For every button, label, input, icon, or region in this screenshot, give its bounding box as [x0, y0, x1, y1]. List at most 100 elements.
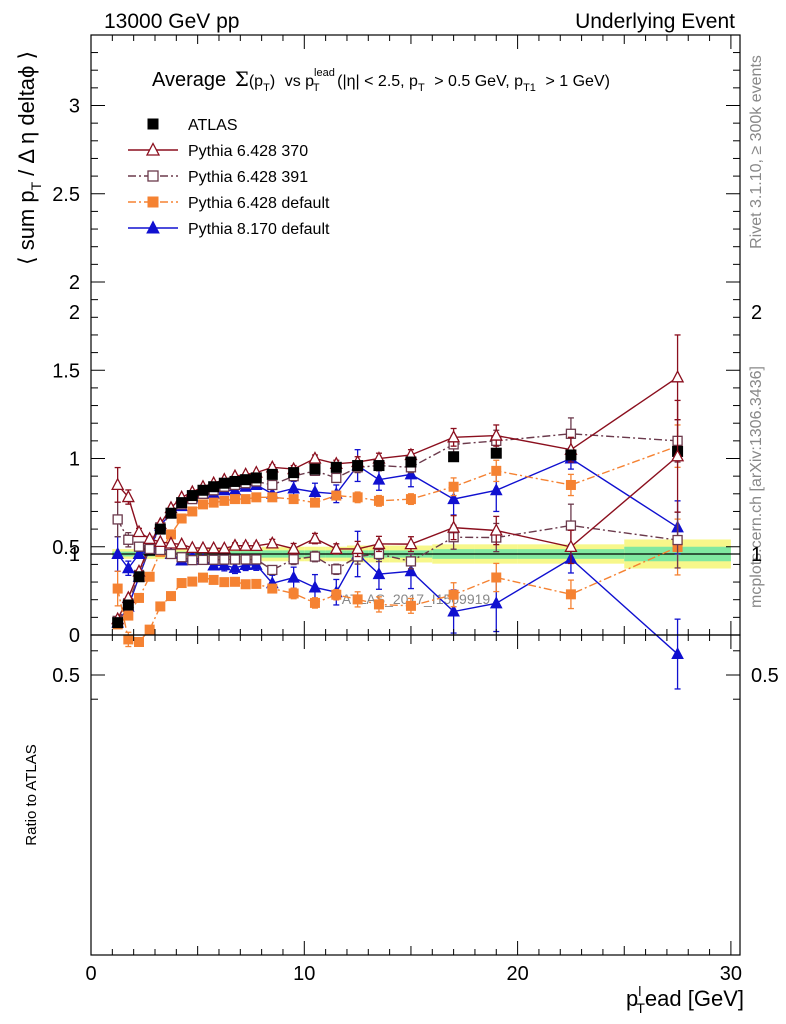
pythia-6-428-370-ratio-point	[447, 520, 461, 533]
pythia-6-428-391-point	[267, 479, 278, 491]
title-sigma-close: )	[270, 73, 275, 90]
title-cuts-b-sub: T1	[523, 82, 536, 94]
pythia-6-428-370-ratio-point	[111, 477, 125, 491]
title-sigma-sub: T	[263, 82, 270, 94]
y-tick-label-main: 3	[69, 96, 80, 118]
legend-label-pythia-8-170-default: Pythia 8.170 default	[188, 221, 330, 238]
pythia-6-428-default-ratio-point	[187, 576, 198, 587]
atlas-point	[373, 460, 385, 472]
pythia-6-428-391-ratio-point	[144, 543, 155, 555]
y-axis-label-b: / Δ η deltaϕ ⟩	[14, 51, 39, 176]
atlas-point	[229, 475, 241, 487]
y-tick-label-ratio: 2	[69, 302, 80, 324]
pythia-6-428-default-point	[251, 492, 262, 503]
legend-marker-pythia-6-428-391	[147, 170, 159, 182]
pythia-8-170-default-point	[404, 467, 418, 480]
pythia-6-428-391-ratio-point	[133, 541, 145, 552]
atlas-point	[197, 484, 209, 496]
rivet-label: Rivet 3.1.10, ≥ 300k events	[748, 55, 765, 249]
pythia-6-428-370-ratio-point	[287, 541, 301, 554]
pythia-6-428-default-ratio-point	[491, 572, 502, 583]
y-tick-label-main: 1	[69, 449, 80, 471]
pythia-6-428-391-ratio-point	[240, 554, 251, 565]
pythia-6-428-default-point	[219, 495, 230, 506]
pythia-6-428-default-ratio-point	[267, 583, 278, 594]
pythia-6-428-370-point	[489, 428, 503, 441]
y-tick-label-main: 0.5	[52, 537, 80, 559]
pythia-6-428-default-ratio-point	[155, 601, 166, 612]
pythia-6-428-391-ratio-point	[267, 564, 278, 576]
pythia-6-428-default-ratio-point	[197, 572, 208, 583]
pythia-6-428-391-ratio-point	[405, 556, 417, 567]
legend-marker-pythia-6-428-default	[147, 196, 159, 208]
pythia-6-428-default-point	[565, 479, 576, 490]
pythia-8-170-default-point	[287, 481, 300, 494]
pythia-6-428-default-ratio-point	[405, 600, 416, 611]
atlas-point	[448, 451, 460, 463]
pythia-6-428-370-ratio-point	[143, 531, 157, 545]
analysis-watermark: ATLAS_2017_I1509919	[342, 591, 491, 607]
pythia-6-428-391-ratio-point	[123, 534, 134, 545]
legend-marker-pythia-8-170-default	[146, 220, 160, 234]
title-sigma-arg: (p	[249, 73, 263, 90]
pythia-6-428-370-ratio-point	[153, 534, 167, 548]
pythia-6-428-default-ratio-point	[133, 637, 144, 647]
pythia-6-428-default-point	[267, 492, 278, 503]
y-axis-label-a-sub: T	[28, 181, 44, 190]
x-axis-label: pl Tead [GeV]	[626, 983, 744, 1016]
pythia-6-428-default-point	[309, 497, 320, 508]
pythia-6-428-370-ratio-point	[351, 541, 365, 555]
pythia-8-170-default-point	[308, 484, 322, 498]
pythia-8-170-default-ratio-point	[404, 564, 418, 577]
chart-title: Average Σ(pT) vs plead T (|η| < 2.5, pT >…	[152, 67, 610, 96]
pythia-6-428-default-ratio-point	[229, 576, 240, 587]
pythia-6-428-370-ratio-point	[164, 536, 178, 549]
axis-ticks	[90, 35, 740, 955]
x-axis-label-rest: ead [GeV]	[645, 986, 744, 1011]
pythia-8-170-default-ratio-point	[489, 596, 503, 609]
y-axis-label-a: ⟨ sum p	[14, 190, 39, 265]
legend-marker-pythia-6-428-370	[145, 142, 161, 156]
legend: ATLAS Pythia 6.428 370 Pythia 6.428 391 Pyt…	[128, 117, 330, 238]
pythia-6-428-370-ratio-point	[489, 523, 503, 536]
pythia-6-428-default-ratio-point	[123, 634, 134, 645]
pythia-6-428-391-ratio-point	[208, 554, 219, 565]
title-cuts-b: > 0.5 GeV, p	[434, 73, 523, 90]
pythia-6-428-default-ratio-point	[144, 624, 155, 635]
y-tick-label-ratio-right: 0.5	[751, 665, 779, 687]
y-tick-label-main: 1.5	[52, 360, 80, 382]
x-tick-label: 10	[293, 963, 315, 985]
pythia-6-428-default-ratio-point	[208, 574, 219, 585]
header-right: Underlying Event	[575, 10, 735, 33]
pythia-6-428-default-point	[491, 465, 502, 476]
pythia-6-428-391-ratio-point	[672, 534, 683, 546]
pythia-6-428-default-ratio-point	[251, 578, 262, 589]
ratio-panel-series	[111, 399, 685, 690]
pythia-6-428-default-ratio-point	[112, 583, 123, 594]
legend-label-pythia-6-428-391: Pythia 6.428 391	[188, 169, 308, 186]
pythia-6-428-391-ratio-point	[176, 552, 187, 563]
y-tick-label-ratio: 0.5	[52, 665, 80, 687]
atlas-point	[112, 617, 124, 629]
pythia-6-428-370-ratio-point	[239, 538, 253, 551]
pythia-8-170-default-ratio-point	[122, 561, 135, 574]
legend-marker-atlas	[147, 118, 159, 130]
atlas-point	[330, 461, 342, 473]
pythia-6-428-370-ratio-point	[329, 541, 343, 555]
pythia-6-428-default-point	[229, 494, 240, 505]
y-tick-label-main: 0	[69, 625, 80, 647]
pythia-8-170-default-ratio-point	[671, 646, 684, 660]
pythia-8-170-default-point	[489, 483, 503, 496]
pythia-6-428-370-point	[308, 451, 322, 464]
pythia-6-428-default-point	[288, 494, 299, 505]
legend-label-pythia-6-428-370: Pythia 6.428 370	[188, 143, 308, 160]
title-cuts-a-sub: T	[418, 82, 425, 94]
pythia-6-428-391-ratio-point	[165, 548, 177, 560]
pythia-8-170-default-ratio-point	[228, 560, 242, 573]
atlas-point	[250, 472, 262, 484]
header-left: 13000 GeV pp	[104, 10, 239, 33]
pythia-8-170-default-point	[372, 472, 386, 485]
pythia-8-170-default-ratio-point	[132, 546, 146, 559]
pythia-6-428-391-ratio-point	[112, 514, 123, 525]
pythia-8-170-default-ratio-point	[308, 580, 322, 593]
